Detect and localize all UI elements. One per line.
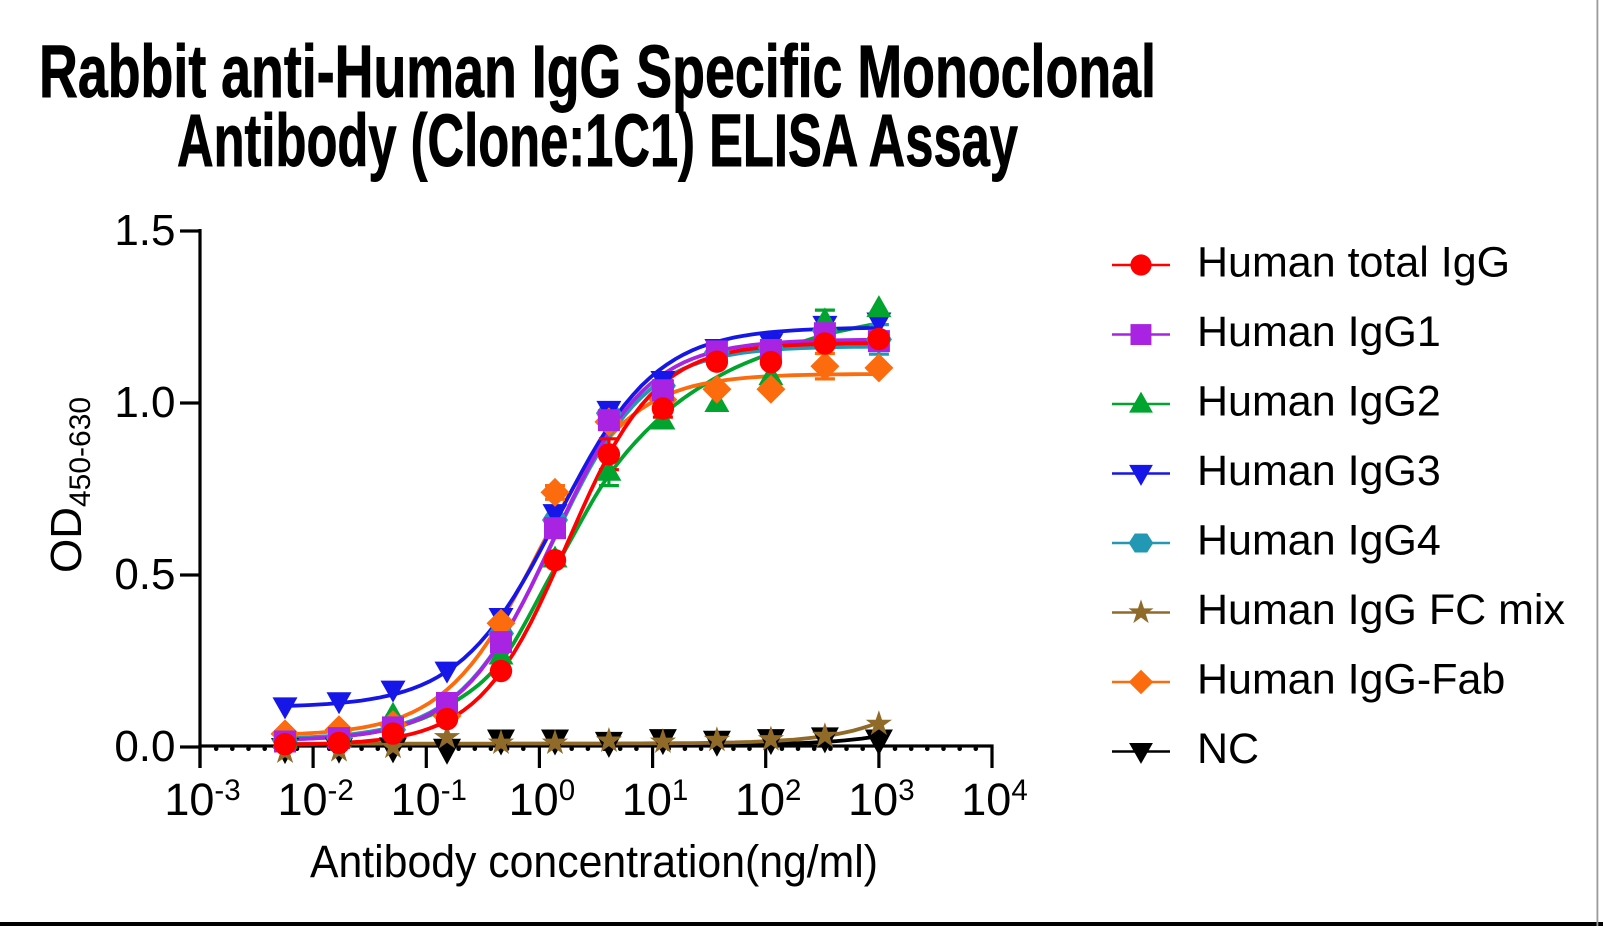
svg-text:1.5: 1.5	[114, 206, 175, 255]
svg-text:NC: NC	[1197, 725, 1259, 773]
svg-text:Antibody (Clone:1C1) ELISA Ass: Antibody (Clone:1C1) ELISA Assay	[177, 99, 1018, 182]
svg-text:Human total IgG: Human total IgG	[1197, 239, 1510, 287]
svg-text:Human IgG2: Human IgG2	[1197, 378, 1441, 426]
svg-text:1.0: 1.0	[114, 378, 175, 427]
svg-text:0.5: 0.5	[114, 550, 175, 599]
svg-text:Antibody concentration(ng/ml): Antibody concentration(ng/ml)	[310, 836, 878, 887]
svg-text:Human IgG-Fab: Human IgG-Fab	[1197, 656, 1505, 704]
svg-text:Human IgG FC mix: Human IgG FC mix	[1197, 586, 1565, 634]
svg-text:0.0: 0.0	[114, 722, 175, 771]
svg-text:Human IgG4: Human IgG4	[1197, 517, 1441, 565]
svg-text:Human IgG1: Human IgG1	[1197, 308, 1441, 356]
svg-text:Rabbit anti-Human IgG Specific: Rabbit anti-Human IgG Specific Monoclona…	[39, 30, 1156, 113]
svg-text:Human IgG3: Human IgG3	[1197, 447, 1441, 495]
